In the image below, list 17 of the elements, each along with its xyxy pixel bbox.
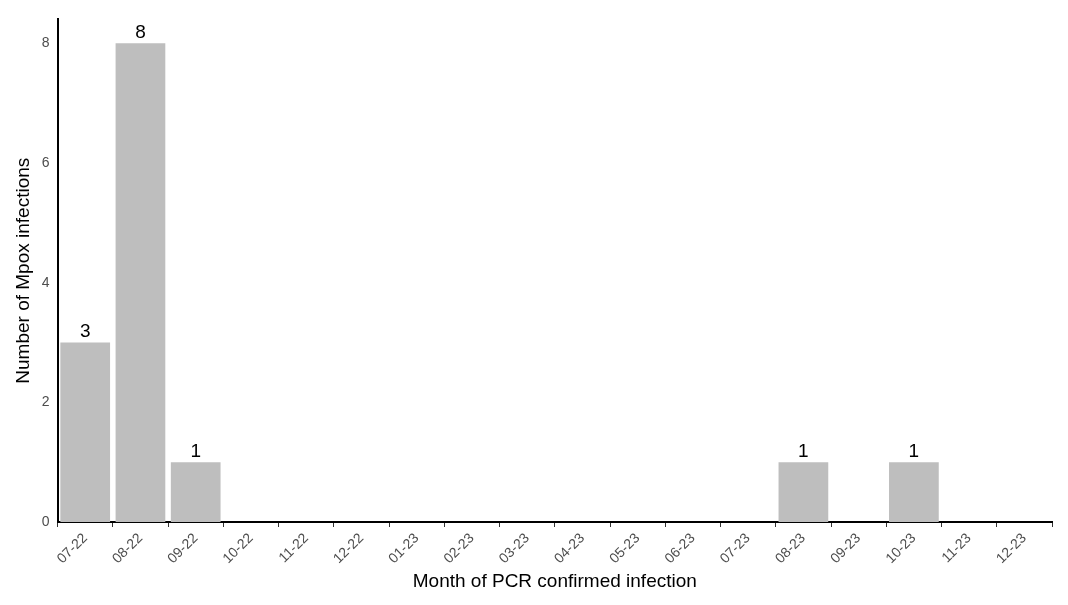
data-label: 8	[135, 21, 146, 43]
bar	[115, 43, 166, 522]
data-label: 1	[190, 439, 201, 461]
bar	[778, 462, 829, 522]
y-tick-label: 2	[41, 393, 50, 410]
y-tick-label: 0	[41, 512, 50, 529]
data-label: 3	[79, 320, 91, 342]
y-tick-label: 4	[41, 273, 50, 290]
bar	[60, 342, 111, 522]
y-tick-label: 8	[41, 34, 50, 51]
data-label: 1	[908, 439, 920, 461]
x-axis-title: Month of PCR confirmed infection	[412, 569, 697, 591]
y-tick-label: 6	[41, 153, 50, 170]
bar	[889, 462, 939, 522]
data-label: 1	[798, 439, 809, 461]
bar	[170, 462, 221, 522]
y-axis-title: Number of Mpox infections	[11, 157, 33, 384]
